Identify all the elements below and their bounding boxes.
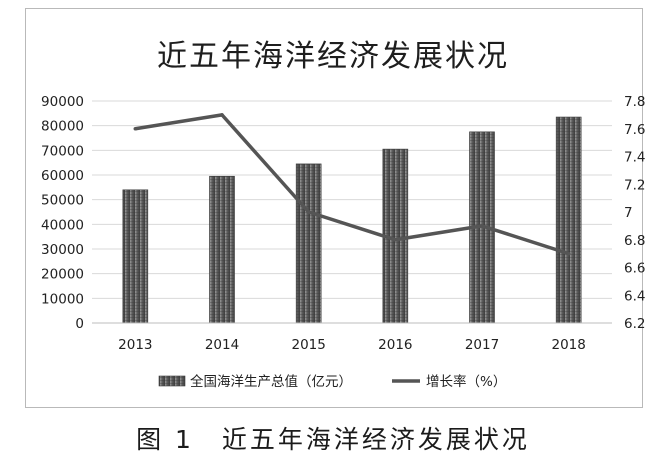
y-right-tick-label: 7.4 — [624, 150, 645, 166]
figure-caption: 图 1 近五年海洋经济发展状况 — [136, 425, 530, 454]
x-tick-label: 2015 — [291, 337, 325, 353]
line-point — [220, 113, 224, 117]
y-left-tick-label: 90000 — [41, 94, 84, 110]
growth-rate-line — [135, 113, 570, 256]
y-left-tick-label: 70000 — [41, 143, 84, 159]
grid-layer — [92, 100, 612, 324]
axis-layer: 0 10000 20000 30000 40000 50000 60000 70000 8000… — [41, 94, 645, 353]
chart-title: 近五年海洋经济发展状况 — [157, 39, 509, 74]
y-right-tick-label: 7 — [624, 205, 633, 221]
y-right-tick-label: 6.4 — [624, 288, 645, 304]
y-left-tick-label: 60000 — [41, 168, 84, 184]
y-right-tick-label: 6.2 — [624, 316, 645, 332]
line-point — [566, 251, 571, 256]
legend-layer: 全国海洋生产总值（亿元） 增长率（%） — [158, 373, 506, 390]
y-right-tick-label: 6.6 — [624, 261, 645, 277]
y-left-tick-label: 10000 — [41, 291, 84, 307]
y-right-tick-label: 7.6 — [624, 122, 645, 138]
y-left-tick-label: 30000 — [41, 242, 84, 258]
bar — [122, 189, 149, 324]
y-left-tick-label: 80000 — [41, 119, 84, 135]
line-point — [393, 237, 398, 242]
line-point — [480, 224, 484, 228]
legend-bar-label: 全国海洋生产总值（亿元） — [190, 373, 352, 390]
x-tick-label: 2017 — [465, 337, 499, 353]
bar — [555, 116, 582, 324]
bars-layer — [122, 116, 582, 324]
y-left-tick-label: 20000 — [41, 267, 84, 283]
y-left-tick-label: 50000 — [41, 193, 84, 209]
legend-bar-swatch — [158, 375, 186, 387]
line-point — [133, 126, 138, 131]
y-right-tick-label: 7.8 — [624, 94, 645, 110]
y-right-tick-label: 7.2 — [624, 177, 645, 193]
line-point — [306, 210, 311, 214]
legend-line-label: 增长率（%） — [426, 373, 506, 390]
x-tick-label: 2014 — [205, 337, 239, 353]
line-layer — [133, 113, 571, 256]
y-left-tick-label: 0 — [75, 316, 84, 332]
y-left-tick-label: 40000 — [41, 217, 84, 233]
x-tick-label: 2018 — [551, 337, 585, 353]
bar — [295, 163, 322, 324]
bar — [209, 175, 235, 324]
y-right-tick-label: 6.8 — [624, 233, 645, 249]
x-tick-label: 2016 — [378, 337, 412, 353]
x-tick-label: 2013 — [118, 337, 152, 353]
